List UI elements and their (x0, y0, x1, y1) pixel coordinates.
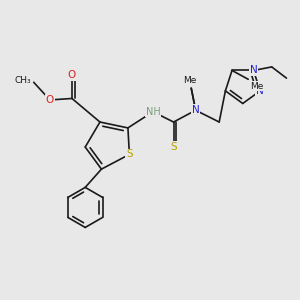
Text: N: N (192, 105, 200, 115)
Text: NH: NH (146, 107, 160, 117)
Text: N: N (256, 86, 264, 96)
Text: N: N (250, 65, 257, 76)
Text: Me: Me (250, 82, 263, 91)
Text: Me: Me (183, 76, 196, 85)
Text: O: O (46, 95, 54, 105)
Text: S: S (126, 149, 133, 159)
Text: O: O (68, 70, 76, 80)
Text: CH₃: CH₃ (14, 76, 31, 85)
Text: S: S (170, 142, 177, 152)
